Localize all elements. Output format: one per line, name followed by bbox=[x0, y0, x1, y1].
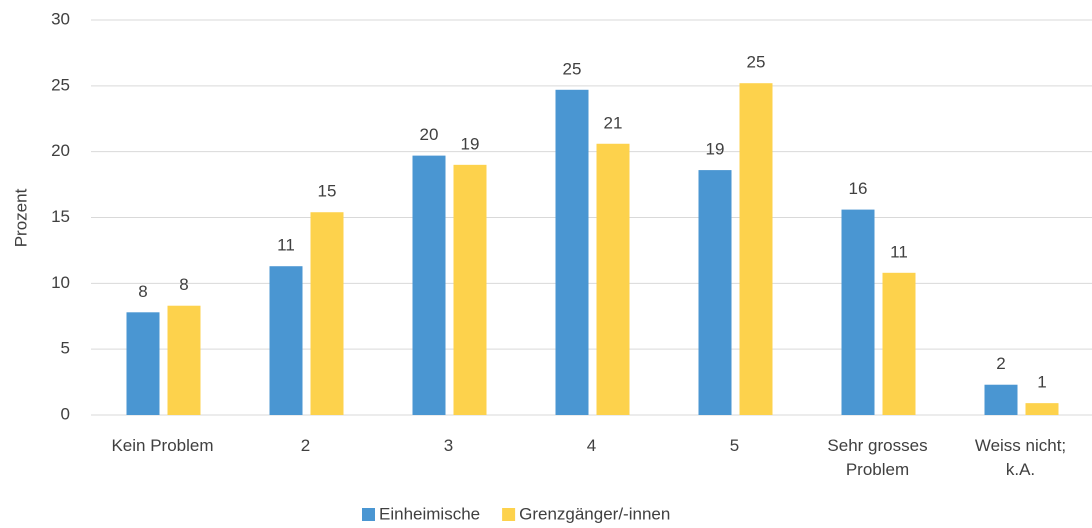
data-label: 11 bbox=[890, 242, 908, 261]
x-tick-label: 2 bbox=[300, 436, 311, 455]
bar bbox=[1025, 403, 1059, 415]
bar bbox=[269, 266, 303, 415]
data-label: 2 bbox=[996, 354, 1005, 373]
data-label: 25 bbox=[563, 59, 582, 78]
bar bbox=[984, 384, 1018, 415]
y-tick-label: 15 bbox=[51, 207, 70, 226]
bar bbox=[698, 170, 732, 415]
bar bbox=[453, 164, 487, 415]
data-label: 8 bbox=[179, 275, 188, 294]
data-label: 19 bbox=[706, 140, 725, 159]
data-label: 1 bbox=[1037, 373, 1046, 392]
bar bbox=[412, 155, 446, 415]
bar bbox=[882, 272, 916, 415]
y-tick-label: 0 bbox=[61, 404, 70, 423]
x-tick-label: 5 bbox=[729, 436, 740, 455]
data-label: 8 bbox=[138, 282, 147, 301]
x-tick-label: Weiss nicht; k.A. bbox=[974, 436, 1067, 479]
data-label: 19 bbox=[461, 134, 480, 153]
y-tick-label: 30 bbox=[51, 9, 70, 28]
x-tick-label: 3 bbox=[443, 436, 454, 455]
x-tick-label: Kein Problem bbox=[111, 436, 214, 455]
bar bbox=[126, 312, 160, 415]
x-tick-label: Sehr grosses Problem bbox=[827, 436, 928, 479]
bar bbox=[167, 305, 201, 415]
y-tick-label: 25 bbox=[51, 75, 70, 94]
data-label: 11 bbox=[277, 236, 295, 255]
x-tick-label: 4 bbox=[586, 436, 597, 455]
bar bbox=[555, 89, 589, 416]
legend-swatch bbox=[502, 508, 516, 521]
data-label: 16 bbox=[849, 179, 868, 198]
y-axis-label: Prozent bbox=[11, 188, 30, 247]
legend-label: Einheimische bbox=[379, 504, 480, 523]
y-tick-label: 20 bbox=[51, 141, 70, 160]
y-tick-label: 5 bbox=[61, 339, 70, 358]
bar bbox=[739, 83, 773, 415]
bar bbox=[596, 143, 630, 415]
data-label: 25 bbox=[747, 53, 766, 72]
legend-swatch bbox=[362, 508, 375, 521]
data-label: 21 bbox=[604, 113, 623, 132]
data-label: 15 bbox=[318, 182, 337, 201]
legend-label: Grenzgänger/-innen bbox=[519, 504, 670, 523]
bar bbox=[841, 209, 875, 415]
data-label: 20 bbox=[420, 125, 439, 144]
bar bbox=[310, 212, 344, 415]
y-tick-label: 10 bbox=[51, 273, 70, 292]
